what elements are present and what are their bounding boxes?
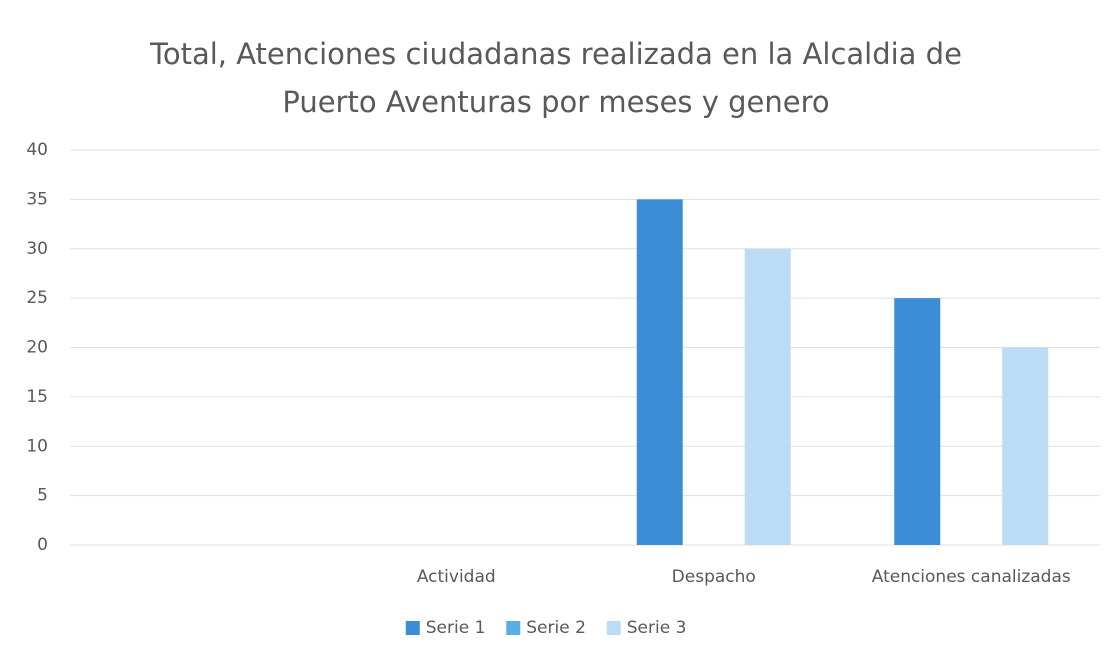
bar <box>636 199 683 545</box>
legend-label: Serie 3 <box>627 618 687 638</box>
y-tick-label: 5 <box>37 486 48 506</box>
bar <box>744 248 791 545</box>
legend-swatch <box>606 621 621 635</box>
legend-swatch <box>506 621 521 635</box>
legend-label: Serie 2 <box>526 618 586 638</box>
y-tick-label: 30 <box>26 239 48 259</box>
chart-title: Total, Atenciones ciudadanas realizada e… <box>150 37 962 119</box>
y-tick-label: 0 <box>37 535 48 555</box>
y-tick-label: 40 <box>26 140 48 160</box>
x-tick-label: Atenciones canalizadas <box>872 567 1071 587</box>
legend-label: Serie 1 <box>426 618 486 638</box>
bar <box>1002 347 1049 545</box>
y-tick-label: 10 <box>26 436 48 456</box>
x-tick-label: Despacho <box>672 567 756 587</box>
y-tick-label: 15 <box>26 387 48 407</box>
y-tick-label: 25 <box>26 288 48 308</box>
y-tick-label: 20 <box>26 338 48 358</box>
y-tick-label: 35 <box>26 189 48 209</box>
legend-swatch <box>405 621 420 635</box>
bar <box>894 298 941 545</box>
x-tick-label: Actividad <box>417 567 496 587</box>
